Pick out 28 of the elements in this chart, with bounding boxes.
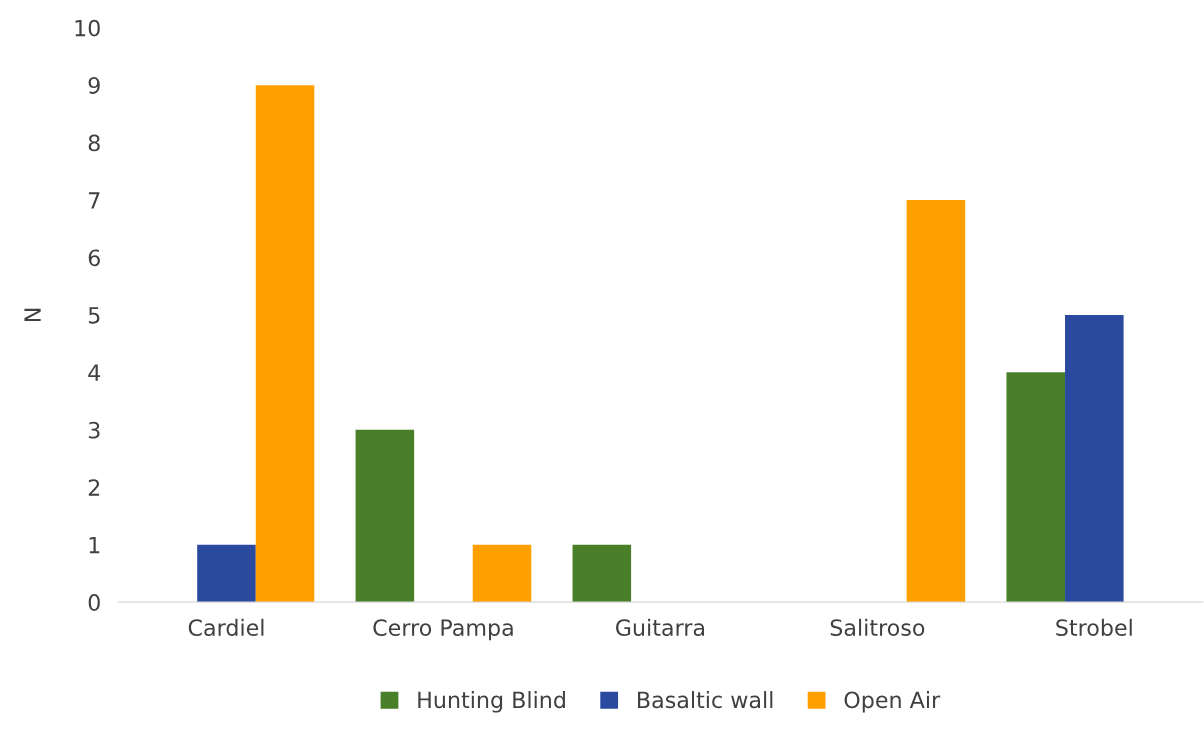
bar (1065, 314, 1124, 603)
bar (906, 200, 966, 603)
x-tick-label: Cardiel (188, 618, 264, 637)
y-tick-label: 8 (88, 134, 100, 152)
legend-label: Basaltic wall (638, 691, 773, 709)
y-tick-label: 10 (75, 19, 100, 37)
x-tick-label: Cerro Pampa (373, 619, 513, 641)
y-axis-title: N (24, 308, 41, 322)
bar (472, 544, 532, 603)
legend-label: Open Air (844, 691, 941, 713)
y-tick-label: 7 (89, 192, 100, 209)
x-tick-label: Strobel (1056, 618, 1132, 637)
y-tick-label: 1 (89, 536, 100, 554)
bar (255, 85, 315, 603)
y-tick-label: 2 (88, 479, 100, 496)
bar (355, 429, 415, 603)
y-tick-label: 5 (88, 307, 100, 324)
y-tick-label: 4 (88, 364, 101, 381)
y-tick-label: 0 (88, 594, 100, 611)
legend-label: Hunting Blind (418, 691, 565, 713)
x-tick-label: Guitarra (615, 618, 705, 637)
x-tick-label: Salitroso (830, 618, 925, 637)
y-tick-label: 9 (88, 77, 100, 94)
bar (197, 544, 256, 603)
y-tick-label: 3 (88, 421, 100, 439)
bar (572, 544, 632, 603)
bar (1006, 372, 1066, 603)
y-tick-label: 6 (88, 249, 100, 267)
